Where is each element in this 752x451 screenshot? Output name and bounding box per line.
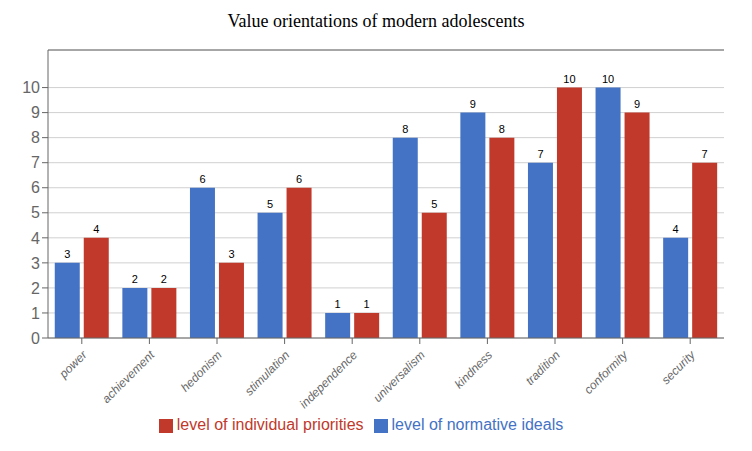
svg-text:3: 3 bbox=[228, 248, 234, 260]
svg-text:2: 2 bbox=[132, 273, 138, 285]
svg-text:4: 4 bbox=[31, 230, 40, 247]
svg-text:6: 6 bbox=[31, 179, 40, 196]
svg-text:10: 10 bbox=[602, 73, 614, 85]
svg-text:conformity: conformity bbox=[581, 347, 631, 397]
svg-text:8: 8 bbox=[499, 123, 505, 135]
svg-text:7: 7 bbox=[537, 148, 543, 160]
svg-text:1: 1 bbox=[364, 298, 370, 310]
svg-text:6: 6 bbox=[296, 173, 302, 185]
svg-text:8: 8 bbox=[402, 123, 408, 135]
svg-text:9: 9 bbox=[31, 104, 40, 121]
svg-text:5: 5 bbox=[267, 198, 273, 210]
svg-text:9: 9 bbox=[470, 98, 476, 110]
svg-text:7: 7 bbox=[702, 148, 708, 160]
svg-text:kindness: kindness bbox=[452, 348, 495, 391]
svg-text:tradition: tradition bbox=[523, 348, 563, 388]
svg-text:4: 4 bbox=[93, 223, 99, 235]
html-text:level of normative ideals: level of normative ideals bbox=[391, 416, 564, 433]
svg-text:stimulation: stimulation bbox=[242, 348, 293, 399]
svg-text:8: 8 bbox=[31, 129, 40, 146]
svg-text:3: 3 bbox=[31, 255, 40, 272]
svg-text:3: 3 bbox=[64, 248, 70, 260]
svg-text:6: 6 bbox=[199, 173, 205, 185]
svg-text:universalism: universalism bbox=[371, 348, 428, 405]
svg-text:security: security bbox=[659, 347, 699, 387]
svg-text:10: 10 bbox=[563, 73, 575, 85]
svg-text:independence: independence bbox=[297, 348, 360, 411]
svg-text:2: 2 bbox=[31, 280, 40, 297]
html-text:level of individual priorities: level of individual priorities bbox=[176, 416, 364, 433]
svg-text:5: 5 bbox=[31, 204, 40, 221]
svg-text:power: power bbox=[56, 347, 90, 381]
svg-text:10: 10 bbox=[22, 79, 40, 96]
svg-text:0: 0 bbox=[31, 330, 40, 347]
svg-text:1: 1 bbox=[335, 298, 341, 310]
svg-text:4: 4 bbox=[673, 223, 679, 235]
svg-text:5: 5 bbox=[431, 198, 437, 210]
svg-text:1: 1 bbox=[31, 305, 40, 322]
svg-text:hedonism: hedonism bbox=[178, 348, 225, 395]
html-text:Value orientations of modern a: Value orientations of modern adolescents bbox=[227, 11, 525, 31]
svg-text:2: 2 bbox=[161, 273, 167, 285]
svg-text:9: 9 bbox=[634, 98, 640, 110]
svg-text:7: 7 bbox=[31, 154, 40, 171]
svg-text:achievement: achievement bbox=[99, 347, 157, 405]
